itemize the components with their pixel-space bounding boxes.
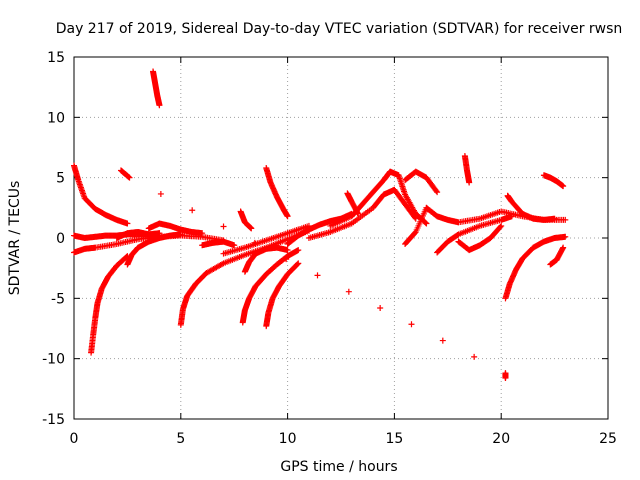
- chart-title: Day 217 of 2019, Sidereal Day-to-day VTE…: [56, 21, 623, 37]
- x-tick-label: 10: [279, 431, 297, 447]
- y-axis-label: SDTVAR / TECUs: [7, 181, 23, 296]
- data-point: [423, 220, 430, 227]
- series-arc-x: [434, 213, 515, 256]
- data-point: [314, 272, 321, 279]
- series-arc-n: [237, 208, 255, 232]
- x-tick-label: 0: [70, 431, 79, 447]
- data-point: [471, 353, 478, 360]
- series-arc-s: [327, 168, 430, 229]
- x-tick-label: 25: [599, 431, 617, 447]
- data-point: [434, 189, 441, 196]
- series-arc-v: [402, 204, 430, 248]
- series-arc-r: [305, 186, 419, 241]
- axis-ticks: 0 5 10 15 20 25 -15 -10 -5 0 5 10 15: [42, 50, 617, 447]
- series-arc-ab: [504, 192, 558, 223]
- data-point: [454, 231, 461, 238]
- data-point: [125, 174, 132, 181]
- series-arc-l: [239, 247, 302, 326]
- y-tick-label: 0: [56, 231, 65, 247]
- y-tick-label: 5: [56, 171, 65, 187]
- series-isolated: [117, 167, 509, 381]
- data-point: [157, 190, 164, 197]
- series-arc-p: [263, 165, 291, 220]
- y-tick-label: -5: [51, 291, 65, 307]
- data-point: [377, 304, 384, 311]
- data-point: [560, 183, 567, 190]
- data-point: [551, 215, 558, 222]
- data-point: [562, 233, 569, 240]
- series-arc-u: [402, 168, 441, 196]
- series-arc-z: [461, 152, 473, 186]
- series-arc-ad: [547, 244, 567, 268]
- series-arc-y: [455, 222, 505, 254]
- series-arc-e: [113, 228, 163, 241]
- x-axis-label: GPS time / hours: [280, 459, 397, 475]
- data-point: [251, 239, 258, 246]
- data-point: [355, 210, 362, 217]
- data-point: [508, 213, 515, 220]
- series-arc-ac: [540, 172, 567, 190]
- series-arc-f: [124, 231, 184, 268]
- data-point: [124, 220, 131, 227]
- data-point: [295, 247, 302, 254]
- x-tick-label: 20: [492, 431, 510, 447]
- data-point: [231, 242, 238, 249]
- y-tick-label: 15: [47, 50, 65, 66]
- data-point: [562, 216, 569, 223]
- data-point: [466, 179, 473, 186]
- series-arc-o: [263, 260, 302, 330]
- data-point: [156, 102, 163, 109]
- data-points: [71, 68, 569, 381]
- data-point: [408, 321, 415, 328]
- data-point: [498, 222, 505, 229]
- y-tick-label: -10: [42, 352, 65, 368]
- series-arc-aa: [502, 233, 569, 302]
- series-arc-h: [145, 220, 206, 237]
- data-point: [220, 223, 227, 230]
- data-point: [248, 225, 255, 232]
- data-point: [199, 230, 206, 237]
- series-arc-c: [71, 232, 227, 256]
- series-arc-a: [71, 162, 131, 227]
- series-arc-j: [199, 238, 238, 249]
- data-point: [189, 207, 196, 214]
- data-point: [560, 244, 567, 251]
- series-arc-g: [150, 68, 163, 109]
- series-arc-m: [241, 244, 291, 275]
- data-point: [126, 174, 133, 181]
- data-point: [411, 229, 418, 236]
- data-point: [283, 256, 290, 263]
- series-arc-d: [88, 253, 131, 356]
- data-point: [295, 260, 302, 267]
- data-point: [422, 219, 429, 226]
- series-arc-t: [344, 190, 362, 217]
- x-tick-label: 15: [385, 431, 403, 447]
- data-point: [294, 261, 301, 268]
- y-tick-label: -15: [42, 412, 65, 428]
- data-point: [284, 247, 291, 254]
- data-point: [439, 337, 446, 344]
- data-point: [433, 187, 440, 194]
- series-arc-k: [220, 222, 312, 257]
- data-point: [502, 374, 509, 381]
- data-point: [284, 213, 291, 220]
- data-point: [345, 288, 352, 295]
- data-point: [497, 223, 504, 230]
- x-tick-label: 5: [176, 431, 185, 447]
- y-tick-label: 10: [47, 110, 65, 126]
